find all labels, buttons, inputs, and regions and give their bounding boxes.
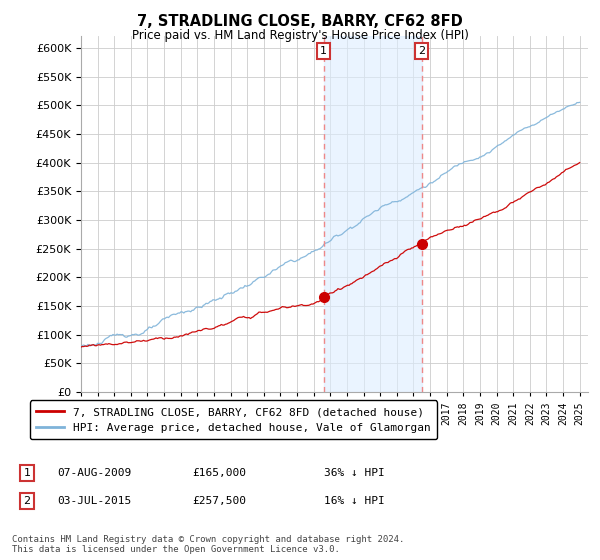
Text: Price paid vs. HM Land Registry's House Price Index (HPI): Price paid vs. HM Land Registry's House … xyxy=(131,29,469,42)
Text: 1: 1 xyxy=(23,468,31,478)
Text: 07-AUG-2009: 07-AUG-2009 xyxy=(57,468,131,478)
Text: Contains HM Land Registry data © Crown copyright and database right 2024.
This d: Contains HM Land Registry data © Crown c… xyxy=(12,535,404,554)
Text: 16% ↓ HPI: 16% ↓ HPI xyxy=(324,496,385,506)
Bar xyxy=(323,36,422,392)
Text: £257,500: £257,500 xyxy=(192,496,246,506)
Legend: 7, STRADLING CLOSE, BARRY, CF62 8FD (detached house), HPI: Average price, detach: 7, STRADLING CLOSE, BARRY, CF62 8FD (det… xyxy=(29,400,437,439)
Text: 7, STRADLING CLOSE, BARRY, CF62 8FD: 7, STRADLING CLOSE, BARRY, CF62 8FD xyxy=(137,14,463,29)
Text: £165,000: £165,000 xyxy=(192,468,246,478)
Text: 36% ↓ HPI: 36% ↓ HPI xyxy=(324,468,385,478)
Text: 03-JUL-2015: 03-JUL-2015 xyxy=(57,496,131,506)
Text: 2: 2 xyxy=(23,496,31,506)
Text: 2: 2 xyxy=(418,46,425,56)
Text: 1: 1 xyxy=(320,46,327,56)
